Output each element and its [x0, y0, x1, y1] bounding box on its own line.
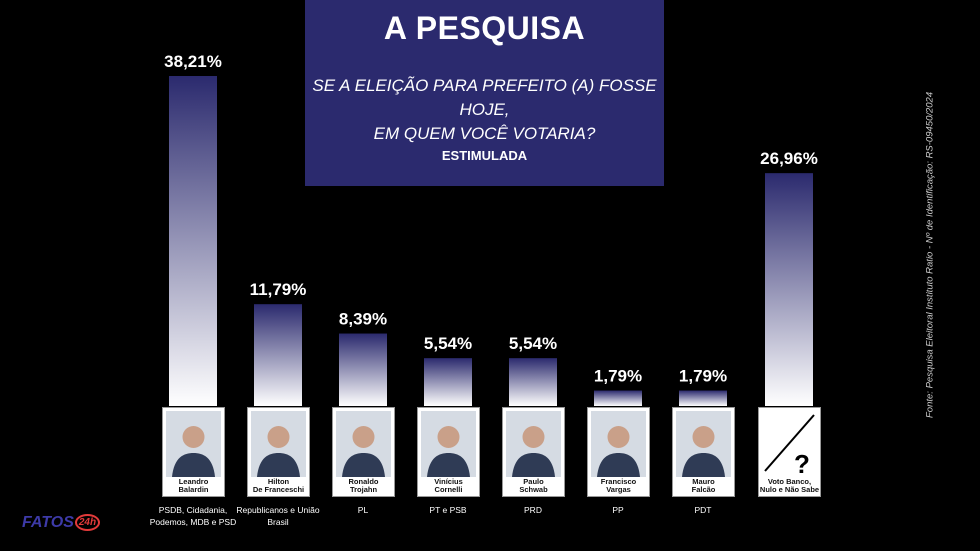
candidate-name: Vinícius Cornelli: [418, 478, 479, 494]
candidate-name: Mauro Falcão: [673, 478, 734, 494]
candidate-photo: [676, 411, 731, 477]
candidate-card-2: Hilton De Franceschi: [247, 407, 310, 497]
logo-badge: 24h: [74, 514, 101, 531]
party-label-4: PT e PSB: [429, 505, 467, 515]
bar-4: [424, 358, 472, 406]
party-label-7: PDT: [694, 505, 712, 515]
party-label-6: PP: [612, 505, 624, 515]
candidate-card-5: Paulo Schwab: [502, 407, 565, 497]
bar-7: [679, 390, 727, 406]
candidate-card-3: Ronaldo Trojahn: [332, 407, 395, 497]
candidate-card-7: Mauro Falcão: [672, 407, 735, 497]
candidate-card-1: Leandro Balardin: [162, 407, 225, 497]
bar-5: [509, 358, 557, 406]
candidate-name: Paulo Schwab: [503, 478, 564, 494]
candidate-name-line-1: Paulo: [523, 477, 544, 486]
data-label-5: 5,54%: [509, 334, 557, 353]
candidate-photo: [506, 411, 561, 477]
candidate-name-line-1: Hilton: [267, 477, 290, 486]
question-line-2: EM QUEM VOCÊ VOTARIA?: [373, 124, 596, 143]
bar-8: [765, 173, 813, 406]
candidate-name-line-2: Balardin: [178, 485, 209, 494]
candidate-name-line-2: Falcão: [691, 485, 716, 494]
survey-type: ESTIMULADA: [441, 148, 528, 163]
candidate-card-8: ? Voto Banco, Nulo e Não Sabe: [758, 407, 821, 497]
blank-vote-icon: ?: [762, 411, 817, 477]
candidate-photo: [421, 411, 476, 477]
candidate-card-4: Vinícius Cornelli: [417, 407, 480, 497]
question-line-1: SE A ELEIÇÃO PARA PREFEITO (A) FOSSE HOJ…: [312, 76, 657, 119]
candidate-photo: [166, 411, 221, 477]
candidate-name-line-2: Cornelli: [434, 485, 463, 494]
chart-title: A PESQUISA: [383, 10, 586, 46]
data-label-7: 1,79%: [679, 367, 727, 386]
logo-text: FATOS: [22, 514, 74, 531]
candidate-name: Francisco Vargas: [588, 478, 649, 494]
party-label-1: PSDB, Cidadania, Podemos, MDB e PSD: [149, 505, 237, 527]
svg-text:?: ?: [794, 449, 810, 477]
candidate-name-line-2: Schwab: [519, 485, 548, 494]
candidate-card-6: Francisco Vargas: [587, 407, 650, 497]
candidate-name-line-1: Ronaldo: [348, 477, 379, 486]
data-label-2: 11,79%: [250, 280, 307, 299]
candidate-name-line-2: Trojahn: [349, 485, 378, 494]
candidate-name: Hilton De Franceschi: [248, 478, 309, 494]
candidate-photo: [251, 411, 306, 477]
data-label-4: 5,54%: [424, 334, 472, 353]
candidate-name-line-1: Francisco: [600, 477, 637, 486]
bar-6: [594, 390, 642, 406]
candidate-photo: [591, 411, 646, 477]
candidate-name-line-1: Vinícius: [434, 477, 463, 486]
bar-1: [169, 76, 217, 406]
data-label-6: 1,79%: [594, 367, 642, 386]
data-label-8: 26,96%: [760, 149, 818, 168]
fatos-logo: FATOS 24h: [22, 514, 101, 532]
candidate-name: Ronaldo Trojahn: [333, 478, 394, 494]
candidate-name-line-2: Vargas: [606, 485, 631, 494]
candidate-name: Voto Banco, Nulo e Não Sabe: [759, 478, 820, 494]
candidate-name-line-1: Voto Banco,: [767, 477, 812, 486]
header-panel: A PESQUISA SE A ELEIÇÃO PARA PREFEITO (A…: [305, 0, 664, 186]
data-label-3: 8,39%: [339, 310, 387, 329]
candidate-name-line-2: De Franceschi: [252, 485, 305, 494]
party-label-2: Republicanos e União Brasil: [236, 505, 320, 527]
chart-subtitle: SE A ELEIÇÃO PARA PREFEITO (A) FOSSE HOJ…: [305, 74, 664, 146]
data-label-1: 38,21%: [164, 52, 222, 71]
candidate-name-line-1: Mauro: [692, 477, 715, 486]
bar-3: [339, 333, 387, 406]
source-note: Fonte: Pesquisa Eleitoral Instituto Rati…: [924, 91, 936, 418]
candidate-name-line-2: Nulo e Não Sabe: [759, 485, 820, 494]
bar-2: [254, 304, 302, 406]
candidate-name-line-1: Leandro: [178, 477, 209, 486]
candidate-name: Leandro Balardin: [163, 478, 224, 494]
candidate-photo: [336, 411, 391, 477]
party-label-5: PRD: [524, 505, 542, 515]
party-label-3: PL: [357, 505, 369, 515]
